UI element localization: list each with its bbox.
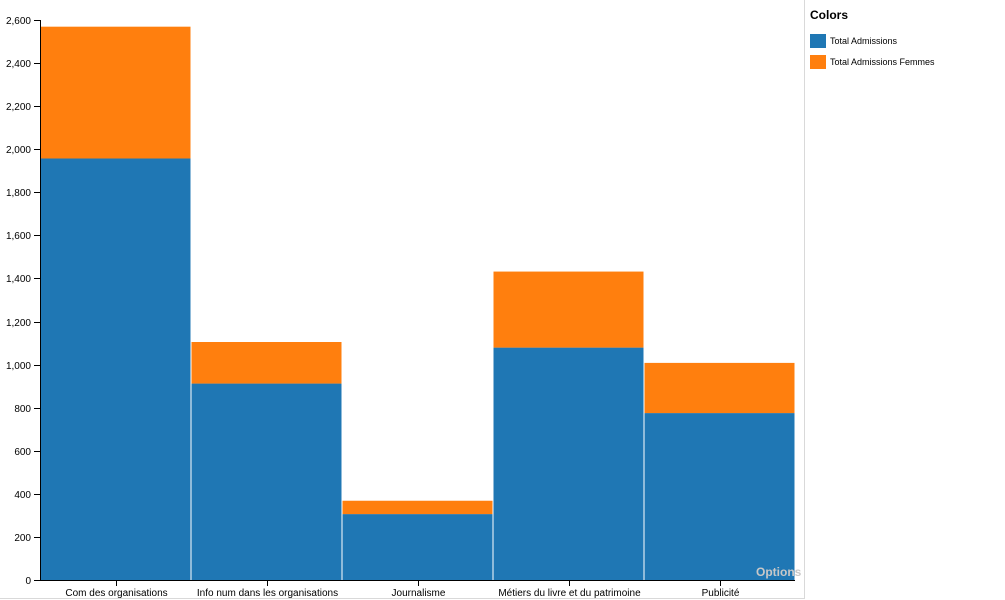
- stacked-bar-chart: 0 200 400 600 800 1,000 1,200 1,400 1,600 1,800 2,…: [6, 16, 795, 599]
- legend-label-total-admissions-femmes: Total Admissions Femmes: [830, 57, 935, 67]
- y-tick-label: 1,600: [6, 231, 31, 242]
- y-tick-label: 1,200: [6, 318, 31, 329]
- bar-total-admissions-publicite[interactable]: [644, 413, 795, 580]
- bar-total-admissions-journalisme[interactable]: [342, 514, 493, 580]
- y-tick-label: 2,400: [6, 59, 31, 70]
- bar-total-admissions-femmes-metiers-du-livre-et-du-patrimoine[interactable]: [493, 271, 644, 348]
- legend-swatch-total-admissions: [810, 34, 826, 48]
- y-tick-label: 200: [14, 533, 31, 544]
- x-axis: Com des organisations Info num dans les o…: [40, 580, 795, 599]
- x-tick-label-info-num-dans-les-organisations: Info num dans les organisations: [197, 588, 338, 599]
- legend-label-total-admissions: Total Admissions: [830, 36, 898, 46]
- y-tick-label: 0: [25, 576, 31, 587]
- x-tick-label-publicite: Publicité: [702, 588, 740, 599]
- bar-total-admissions-femmes-com-des-organisations[interactable]: [40, 26, 191, 159]
- y-axis: 0 200 400 600 800 1,000 1,200 1,400 1,600 1,800 2,…: [6, 16, 41, 587]
- y-tick-label: 2,600: [6, 16, 31, 27]
- bar-total-admissions-com-des-organisations[interactable]: [40, 158, 191, 580]
- legend-item-total-admissions[interactable]: Total Admissions: [810, 33, 1000, 49]
- x-tick-label-journalisme: Journalisme: [392, 588, 446, 599]
- y-tick-label: 1,400: [6, 274, 31, 285]
- legend-swatch-total-admissions-femmes: [810, 55, 826, 69]
- chart-frame: 0 200 400 600 800 1,000 1,200 1,400 1,600 1,800 2,…: [0, 0, 805, 599]
- x-tick-label-metiers-du-livre-et-du-patrimoine: Métiers du livre et du patrimoine: [498, 588, 641, 599]
- bar-total-admissions-femmes-info-num-dans-les-organisations[interactable]: [191, 342, 342, 384]
- bar-total-admissions-femmes-journalisme[interactable]: [342, 500, 493, 515]
- y-tick-label: 1,800: [6, 188, 31, 199]
- legend-item-total-admissions-femmes[interactable]: Total Admissions Femmes: [810, 54, 1000, 70]
- bars-group: [40, 26, 795, 580]
- bar-total-admissions-metiers-du-livre-et-du-patrimoine[interactable]: [493, 347, 644, 580]
- options-link[interactable]: Options: [756, 565, 802, 579]
- y-tick-label: 800: [14, 404, 31, 415]
- bar-total-admissions-info-num-dans-les-organisations[interactable]: [191, 383, 342, 580]
- y-tick-label: 600: [14, 447, 31, 458]
- legend: Colors Total Admissions Total Admissions…: [810, 8, 1000, 75]
- y-tick-label: 2,200: [6, 102, 31, 113]
- y-tick-label: 2,000: [6, 145, 31, 156]
- legend-title: Colors: [810, 8, 849, 22]
- bar-total-admissions-femmes-publicite[interactable]: [644, 362, 795, 414]
- y-tick-label: 1,000: [6, 361, 31, 372]
- y-tick-label: 400: [14, 490, 31, 501]
- x-tick-label-com-des-organisations: Com des organisations: [65, 588, 167, 599]
